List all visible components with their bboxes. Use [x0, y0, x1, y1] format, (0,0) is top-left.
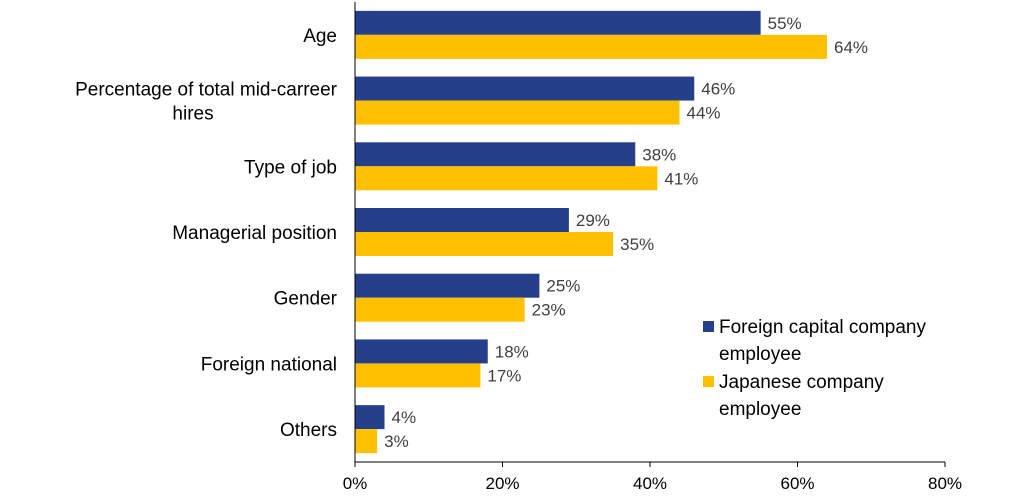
category-label-4: Gender [274, 289, 338, 310]
category-label-2: Type of job [244, 157, 337, 178]
bar-series1-3 [355, 232, 614, 256]
value-labels-layer: 55% 64% 46% 44% 38% 41% 29% 35% 25% 23% 18% 17% 4% 3% [384, 14, 868, 451]
x-tick-label-0: 0% [343, 474, 368, 493]
category-label-6: Others [280, 420, 337, 441]
legend-swatch-series1 [703, 376, 714, 387]
bar-series0-0 [355, 10, 761, 35]
legend: Foreign capital company employee Japanese … [703, 317, 926, 420]
category-label-1: Percentage of total mid-carreer hires [75, 80, 338, 125]
category-labels-layer: Age Percentage of total mid-carreer hires T… [75, 26, 338, 441]
bar-series0-1 [355, 76, 695, 101]
value-label-series1-0: 64% [834, 38, 868, 57]
bar-series1-6 [355, 429, 378, 454]
bar-series0-3 [355, 208, 569, 232]
value-label-series0-5: 18% [495, 342, 529, 361]
x-tick-label-3: 60% [780, 474, 814, 493]
bar-series1-2 [355, 166, 658, 191]
value-label-series1-2: 41% [664, 169, 698, 188]
value-label-series0-3: 29% [576, 211, 610, 230]
legend-label-series0: Foreign capital company employee [719, 317, 926, 365]
x-tick-label-1: 20% [485, 474, 519, 493]
category-label-3: Managerial position [172, 223, 337, 244]
legend-label-series1: Japanese company employee [719, 372, 884, 420]
value-label-series1-1: 44% [687, 104, 721, 123]
value-label-series0-1: 46% [701, 80, 735, 99]
value-label-series0-4: 25% [546, 277, 580, 296]
bar-series0-4 [355, 273, 540, 298]
bar-series1-5 [355, 363, 481, 388]
bar-series1-4 [355, 297, 525, 322]
category-label-5: Foreign national [201, 354, 337, 375]
x-axis: 0% 20% 40% 60% 80% [343, 2, 962, 493]
value-label-series0-0: 55% [768, 14, 802, 33]
value-label-series0-2: 38% [642, 145, 676, 164]
value-label-series1-6: 3% [384, 432, 409, 451]
bar-series1-1 [355, 100, 680, 125]
legend-swatch-series0 [703, 321, 714, 332]
value-label-series1-3: 35% [620, 235, 654, 254]
x-tick-label-2: 40% [633, 474, 667, 493]
bar-series0-6 [355, 405, 385, 430]
value-label-series1-5: 17% [487, 366, 521, 385]
x-tick-label-4: 80% [928, 474, 962, 493]
bars-layer [355, 10, 827, 454]
value-label-series0-6: 4% [392, 408, 417, 427]
bar-series0-5 [355, 339, 488, 364]
bar-series0-2 [355, 142, 636, 167]
category-label-0: Age [303, 26, 337, 47]
value-label-series1-4: 23% [532, 301, 566, 320]
bar-series1-0 [355, 34, 827, 59]
